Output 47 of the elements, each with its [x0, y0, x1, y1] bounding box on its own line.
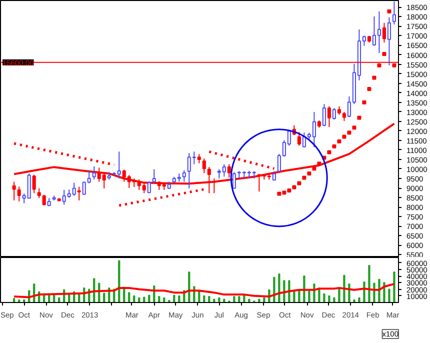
- candlestick: [387, 16, 391, 66]
- candlestick: [342, 111, 346, 122]
- candlestick: [297, 132, 301, 146]
- candlestick: [227, 164, 231, 178]
- point: [382, 52, 386, 56]
- candlestick: [37, 188, 41, 199]
- candlestick: [272, 170, 276, 181]
- point: [392, 63, 396, 68]
- point: [342, 134, 346, 139]
- point: [352, 126, 356, 130]
- point: [297, 181, 302, 186]
- point: [337, 139, 342, 144]
- candlestick: [382, 22, 386, 44]
- candlestick: [332, 108, 336, 120]
- candlestick: [197, 154, 201, 164]
- candlestick: [232, 172, 236, 189]
- candlestick: [77, 186, 81, 201]
- point: [332, 144, 336, 148]
- line-series: [13, 282, 396, 298]
- point: [277, 192, 282, 196]
- candlestick: [17, 186, 21, 202]
- point: [317, 162, 322, 166]
- candlestick: [12, 181, 16, 201]
- candlestick: [182, 170, 186, 182]
- point: [287, 188, 292, 192]
- point: [282, 190, 286, 195]
- point: [362, 100, 366, 104]
- candlestick: [152, 168, 156, 184]
- candlestick: [32, 174, 36, 194]
- point: [372, 76, 376, 80]
- point: [367, 87, 372, 92]
- candlestick: [92, 166, 96, 180]
- candlestick: [147, 180, 151, 194]
- candlestick: [327, 106, 331, 128]
- point: [302, 176, 306, 180]
- point: [292, 185, 296, 190]
- point: [347, 130, 352, 135]
- candlestick: [202, 158, 206, 174]
- point: [327, 150, 332, 154]
- point: [307, 172, 312, 176]
- point: [377, 63, 382, 68]
- point: [357, 116, 362, 120]
- candlestick: [322, 104, 326, 127]
- candlestick: [392, 0, 396, 25]
- point: [312, 166, 316, 171]
- candlestick: [42, 194, 46, 206]
- point: [387, 9, 392, 14]
